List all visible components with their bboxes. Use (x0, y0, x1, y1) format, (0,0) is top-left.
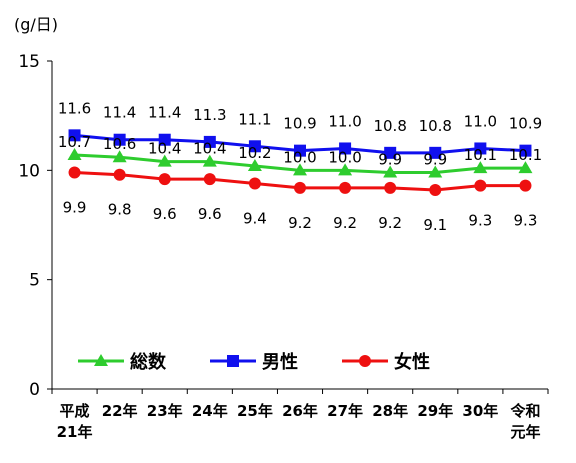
data-point-circle (339, 181, 352, 194)
data-label: 10.9 (509, 115, 542, 133)
data-point-square (113, 133, 126, 146)
data-label: 9.8 (108, 201, 132, 219)
data-point-square (429, 146, 442, 159)
data-point-circle (68, 166, 81, 179)
data-point-triangle (202, 154, 217, 167)
x-category-label: 平成 (60, 402, 90, 420)
data-label: 10.0 (328, 148, 361, 166)
data-point-triangle (473, 161, 488, 174)
data-label: 9.9 (378, 151, 402, 169)
legend: 総数 男性 女性 (78, 351, 430, 373)
data-label: 11.4 (103, 104, 136, 122)
data-point-circle (474, 179, 487, 192)
x-category-label: 元年 (510, 423, 540, 441)
axes (47, 60, 549, 394)
x-category-label: 30年 (462, 402, 498, 420)
data-point-triangle (338, 163, 353, 176)
data-point-triangle (247, 158, 262, 171)
data-point-square (203, 135, 216, 148)
data-label: 11.0 (464, 112, 497, 130)
data-label: 10.8 (419, 117, 452, 135)
data-label: 11.3 (193, 106, 226, 124)
x-category-label: 22年 (102, 402, 138, 420)
data-label: 9.2 (333, 214, 357, 232)
data-point-square (248, 140, 261, 153)
x-category-label: 24年 (192, 402, 228, 420)
x-category-label: 27年 (327, 402, 363, 420)
x-category-label: 23年 (147, 402, 183, 420)
data-label: 9.9 (63, 199, 87, 217)
data-label: 10.4 (193, 140, 226, 158)
data-point-square (294, 144, 306, 157)
data-label: 9.3 (514, 212, 538, 230)
data-label: 9.2 (288, 214, 312, 232)
x-category-label: 25年 (237, 402, 273, 420)
y-tick-label: 0 (29, 380, 40, 400)
data-label: 11.6 (58, 99, 91, 117)
data-label: 9.6 (153, 205, 177, 223)
data-point-circle (294, 181, 306, 194)
legend-marker-circle (359, 355, 371, 367)
data-point-circle (519, 179, 532, 192)
data-label: 10.9 (283, 115, 316, 133)
data-point-triangle (293, 163, 307, 176)
data-label: 11.4 (148, 104, 181, 122)
data-point-circle (429, 184, 442, 197)
data-label: 9.3 (468, 212, 492, 230)
data-label: 10.8 (373, 117, 406, 135)
data-label: 9.9 (423, 151, 447, 169)
data-point-square (384, 146, 397, 159)
data-point-circle (384, 181, 397, 194)
data-label: 10.6 (103, 135, 136, 153)
data-label: 11.1 (238, 110, 271, 128)
x-category-label: 29年 (417, 402, 453, 420)
data-label: 10.1 (464, 146, 497, 164)
data-labels: 10.7 10.6 10.4 10.4 10.2 10.0 10.0 9.9 9.9 10.1 10… (58, 99, 542, 234)
data-point-circle (113, 168, 126, 181)
x-category-label: 26年 (282, 402, 318, 420)
data-point-triangle (157, 154, 172, 167)
y-tick-label: 10 (18, 161, 40, 181)
data-label: 9.1 (423, 216, 447, 234)
x-category-label: 令和 (510, 402, 540, 420)
y-unit-label: (g/日) (14, 15, 58, 34)
series-lines (67, 129, 533, 197)
data-point-square (68, 129, 81, 142)
data-point-triangle (428, 165, 443, 178)
data-point-triangle (383, 165, 398, 178)
data-label: 10.4 (148, 140, 181, 158)
data-point-square (158, 133, 171, 146)
data-label: 11.0 (328, 112, 361, 130)
legend-marker-square (227, 355, 239, 367)
x-category-label: 28年 (372, 402, 408, 420)
legend-label: 男性 (262, 351, 298, 373)
data-point-square (339, 142, 352, 155)
data-point-triangle (112, 150, 127, 163)
y-tick-labels: 0 5 10 15 (18, 52, 40, 400)
data-label: 10.2 (238, 144, 271, 162)
data-label: 10.0 (283, 148, 316, 166)
data-point-circle (248, 177, 261, 190)
data-label: 10.1 (509, 146, 542, 164)
data-point-circle (203, 173, 216, 186)
data-label: 9.4 (243, 209, 267, 227)
data-point-triangle (67, 148, 82, 161)
data-point-circle (158, 173, 171, 186)
x-category-label: 21年 (57, 423, 93, 441)
data-point-square (519, 144, 532, 157)
legend-label: 総数 (130, 351, 167, 373)
data-point-triangle (518, 161, 533, 174)
data-label: 10.7 (58, 133, 91, 151)
data-label: 9.2 (378, 214, 402, 232)
data-label: 9.6 (198, 205, 222, 223)
data-point-square (474, 142, 487, 155)
y-tick-label: 5 (29, 271, 40, 291)
legend-marker-triangle (94, 354, 108, 366)
y-tick-label: 15 (18, 52, 40, 72)
legend-label: 女性 (394, 351, 430, 373)
